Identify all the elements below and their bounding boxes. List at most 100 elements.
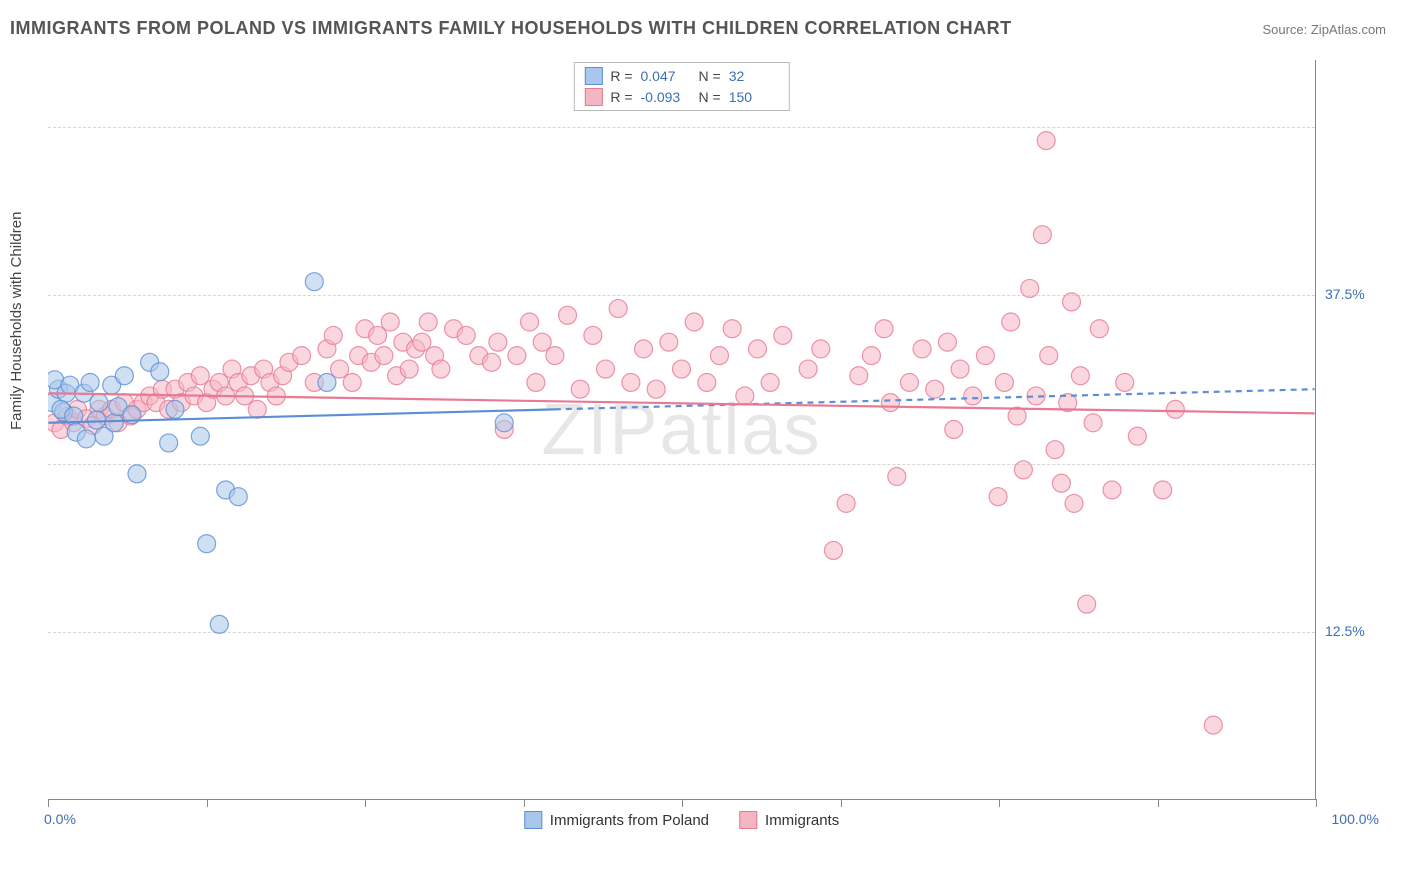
y-tick-label: 12.5% (1325, 623, 1385, 639)
data-point (375, 347, 393, 365)
data-point (1084, 414, 1102, 432)
data-point (1021, 279, 1039, 297)
data-point (1090, 320, 1108, 338)
data-point (748, 340, 766, 358)
data-point (1103, 481, 1121, 499)
x-tick-mark (1316, 799, 1317, 807)
bottom-legend: Immigrants from Poland Immigrants (524, 811, 839, 829)
data-point (400, 360, 418, 378)
data-point (198, 535, 216, 553)
data-point (673, 360, 691, 378)
data-point (81, 373, 99, 391)
data-point (824, 541, 842, 559)
data-point (976, 347, 994, 365)
data-point (527, 373, 545, 391)
data-point (293, 347, 311, 365)
data-point (622, 373, 640, 391)
data-point (483, 353, 501, 371)
x-tick-mark (207, 799, 208, 807)
data-point (964, 387, 982, 405)
x-tick-mark (48, 799, 49, 807)
data-point (115, 367, 133, 385)
data-point (151, 363, 169, 381)
data-point (635, 340, 653, 358)
data-point (1040, 347, 1058, 365)
data-point (521, 313, 539, 331)
data-point (723, 320, 741, 338)
data-point (995, 373, 1013, 391)
data-point (77, 430, 95, 448)
x-tick-mark (682, 799, 683, 807)
data-point (1033, 226, 1051, 244)
x-tick-mark (999, 799, 1000, 807)
data-point (660, 333, 678, 351)
n-value-0: 32 (729, 68, 779, 84)
legend-swatch-0 (524, 811, 542, 829)
chart-title: IMMIGRANTS FROM POLAND VS IMMIGRANTS FAM… (10, 18, 1012, 39)
data-point (711, 347, 729, 365)
data-point (87, 411, 105, 429)
r-value-1: -0.093 (641, 89, 691, 105)
data-point (160, 434, 178, 452)
swatch-series-0 (584, 67, 602, 85)
plot-area: ZIPatlas 12.5%37.5% 0.0% 100.0% R = 0.04… (48, 60, 1316, 800)
y-axis-label: Family Households with Children (8, 212, 25, 430)
data-point (1002, 313, 1020, 331)
data-point (1046, 441, 1064, 459)
data-point (128, 465, 146, 483)
data-point (191, 427, 209, 445)
x-tick-label-max: 100.0% (1332, 811, 1379, 827)
data-point (1014, 461, 1032, 479)
data-point (850, 367, 868, 385)
data-point (1065, 494, 1083, 512)
trend-line (48, 393, 1314, 413)
data-point (489, 333, 507, 351)
data-point (318, 373, 336, 391)
n-value-1: 150 (729, 89, 779, 105)
data-point (799, 360, 817, 378)
data-point (343, 373, 361, 391)
data-point (685, 313, 703, 331)
data-point (546, 347, 564, 365)
data-point (571, 380, 589, 398)
data-point (1166, 400, 1184, 418)
data-point (1037, 132, 1055, 150)
data-point (597, 360, 615, 378)
data-point (945, 421, 963, 439)
data-point (913, 340, 931, 358)
legend-item-0: Immigrants from Poland (524, 811, 709, 829)
data-point (508, 347, 526, 365)
data-point (609, 300, 627, 318)
data-point (951, 360, 969, 378)
data-point (559, 306, 577, 324)
stats-legend: R = 0.047 N = 32 R = -0.093 N = 150 (573, 62, 789, 111)
x-tick-label-min: 0.0% (44, 811, 76, 827)
data-point (774, 326, 792, 344)
y-tick-label: 37.5% (1325, 286, 1385, 302)
data-point (324, 326, 342, 344)
data-point (1128, 427, 1146, 445)
x-tick-mark (524, 799, 525, 807)
data-point (229, 488, 247, 506)
data-point (305, 273, 323, 291)
data-point (837, 494, 855, 512)
data-point (888, 468, 906, 486)
data-point (1063, 293, 1081, 311)
data-point (881, 394, 899, 412)
data-point (419, 313, 437, 331)
chart-container: IMMIGRANTS FROM POLAND VS IMMIGRANTS FAM… (0, 0, 1406, 892)
swatch-series-1 (584, 88, 602, 106)
x-tick-mark (841, 799, 842, 807)
data-point (1071, 367, 1089, 385)
legend-swatch-1 (739, 811, 757, 829)
data-point (495, 414, 513, 432)
data-point (647, 380, 665, 398)
data-point (1116, 373, 1134, 391)
data-point (248, 400, 266, 418)
stats-row-1: R = -0.093 N = 150 (584, 88, 778, 106)
data-point (761, 373, 779, 391)
x-tick-mark (365, 799, 366, 807)
data-point (105, 414, 123, 432)
data-point (900, 373, 918, 391)
data-point (210, 615, 228, 633)
